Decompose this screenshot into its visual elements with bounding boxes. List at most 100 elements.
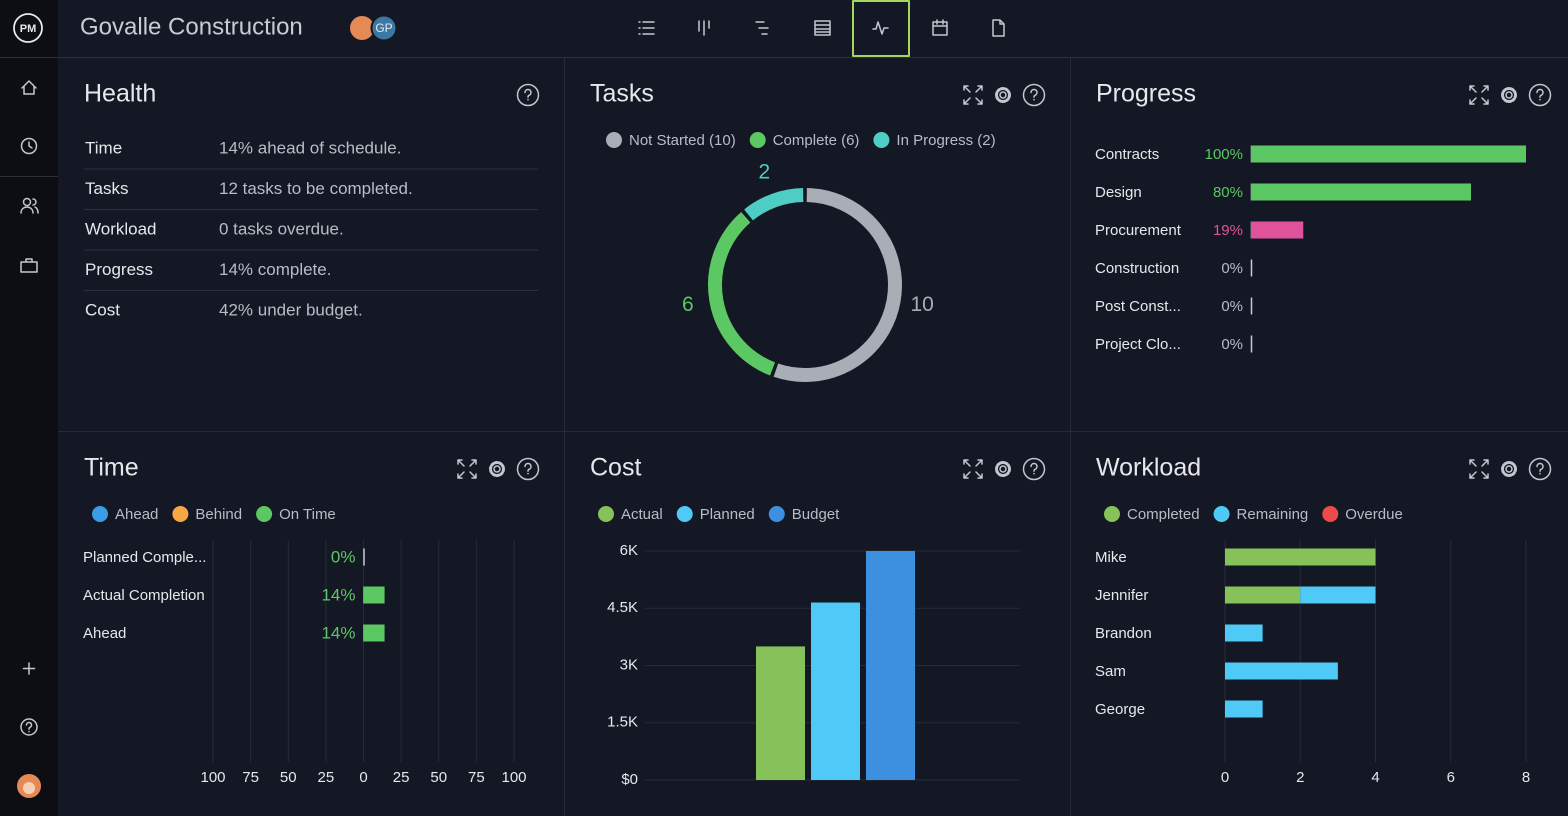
user-avatar-face — [23, 782, 35, 794]
data-label: 6 — [682, 293, 694, 316]
donut-segment — [773, 188, 902, 382]
value-label: 14% — [321, 585, 355, 604]
home[interactable] — [21, 80, 37, 95]
avatar-initials: GP — [375, 21, 392, 35]
x-tick-label: 8 — [1522, 769, 1530, 786]
panel-tools — [963, 83, 1046, 107]
x-tick-label: 100 — [501, 769, 526, 786]
list-view[interactable] — [638, 21, 655, 35]
board-view[interactable] — [698, 20, 710, 36]
legend-label: Remaining — [1237, 506, 1309, 523]
help-button[interactable] — [1022, 457, 1046, 481]
add[interactable] — [22, 662, 36, 675]
legend-label: Actual — [621, 506, 663, 523]
help[interactable] — [20, 718, 38, 736]
category-label: Ahead — [83, 625, 126, 642]
logo-text: PM — [20, 23, 37, 35]
settings-button[interactable] — [1501, 87, 1517, 103]
x-tick-label: 75 — [468, 769, 485, 786]
help-button[interactable] — [1528, 457, 1552, 481]
settings-hub — [1505, 91, 1513, 99]
help-button[interactable] — [1528, 83, 1552, 107]
category-label: George — [1095, 701, 1145, 718]
expand-button[interactable] — [963, 459, 983, 479]
category-label: Actual Completion — [83, 587, 205, 604]
bar — [756, 646, 805, 780]
health-label: Workload — [85, 219, 157, 238]
files-view[interactable] — [992, 19, 1005, 37]
x-tick-label: 25 — [318, 769, 335, 786]
project-title: Govalle Construction — [80, 13, 303, 40]
expand-button[interactable] — [1469, 459, 1489, 479]
portfolio[interactable] — [20, 258, 38, 273]
help-glyph — [1030, 88, 1038, 101]
dashboard-view — [872, 21, 889, 35]
calendar-view[interactable] — [932, 19, 948, 36]
panel-title: Cost — [590, 454, 641, 482]
bar-segment — [1225, 548, 1376, 566]
topbar — [58, 0, 1568, 57]
value-label: 0% — [1221, 260, 1243, 277]
panel-tools — [1469, 83, 1552, 107]
help-glyph — [524, 88, 532, 101]
x-tick-label: 2 — [1296, 769, 1304, 786]
settings-button[interactable] — [995, 87, 1011, 103]
logo[interactable] — [13, 13, 43, 43]
health-label: Cost — [85, 300, 120, 319]
panel-title: Workload — [1096, 454, 1201, 482]
settings-button[interactable] — [489, 461, 505, 477]
help-button[interactable] — [516, 83, 540, 107]
settings-button[interactable] — [995, 461, 1011, 477]
x-tick-label: 75 — [242, 769, 259, 786]
help-glyph — [1030, 462, 1038, 475]
legend-label: Ahead — [115, 506, 158, 523]
legend-swatch — [92, 506, 108, 522]
expand-button[interactable] — [457, 459, 477, 479]
health-value: 14% ahead of schedule. — [219, 138, 401, 157]
x-tick-label: 100 — [200, 769, 225, 786]
category-label: Mike — [1095, 549, 1127, 566]
legend-swatch — [256, 506, 273, 522]
legend-swatch — [172, 506, 189, 522]
panel-title: Progress — [1096, 80, 1196, 108]
category-label: Construction — [1095, 260, 1179, 277]
help-button[interactable] — [1022, 83, 1046, 107]
panel-title: Health — [84, 80, 156, 108]
panel-title: Time — [84, 454, 139, 482]
help-button[interactable] — [516, 457, 540, 481]
legend-label: Planned — [700, 506, 755, 523]
sidebar — [0, 0, 58, 816]
x-tick-label: 6 — [1447, 769, 1455, 786]
x-tick-label: 0 — [1221, 769, 1229, 786]
help-glyph — [1536, 88, 1544, 101]
category-label: Project Clo... — [1095, 336, 1181, 353]
legend-label: Behind — [195, 506, 242, 523]
legend-swatch — [768, 506, 785, 522]
gantt-view[interactable] — [755, 21, 769, 35]
category-label: Post Const... — [1095, 298, 1181, 315]
bar — [866, 551, 915, 780]
bar-segment — [1225, 624, 1263, 642]
legend-swatch — [1213, 506, 1230, 522]
x-tick-label: 50 — [280, 769, 297, 786]
x-tick-label: 4 — [1371, 769, 1379, 786]
value-label: 100% — [1205, 146, 1243, 163]
expand-button[interactable] — [1469, 85, 1489, 105]
sheet-view[interactable] — [814, 20, 831, 36]
settings-button[interactable] — [1501, 461, 1517, 477]
x-tick-label: 25 — [393, 769, 410, 786]
expand-button[interactable] — [963, 85, 983, 105]
avatar[interactable] — [370, 14, 398, 42]
avatar[interactable] — [350, 16, 374, 40]
settings-hub — [1505, 465, 1513, 473]
panel-tools — [963, 457, 1046, 481]
health-label: Progress — [85, 260, 153, 279]
history[interactable] — [20, 137, 38, 155]
dashboard-view-active[interactable] — [852, 0, 910, 57]
team[interactable] — [22, 197, 32, 207]
legend-swatch — [749, 132, 766, 148]
panel-tools — [516, 83, 540, 107]
value-label: 19% — [1213, 222, 1243, 239]
bar — [811, 602, 860, 780]
legend-swatch — [1104, 506, 1120, 522]
